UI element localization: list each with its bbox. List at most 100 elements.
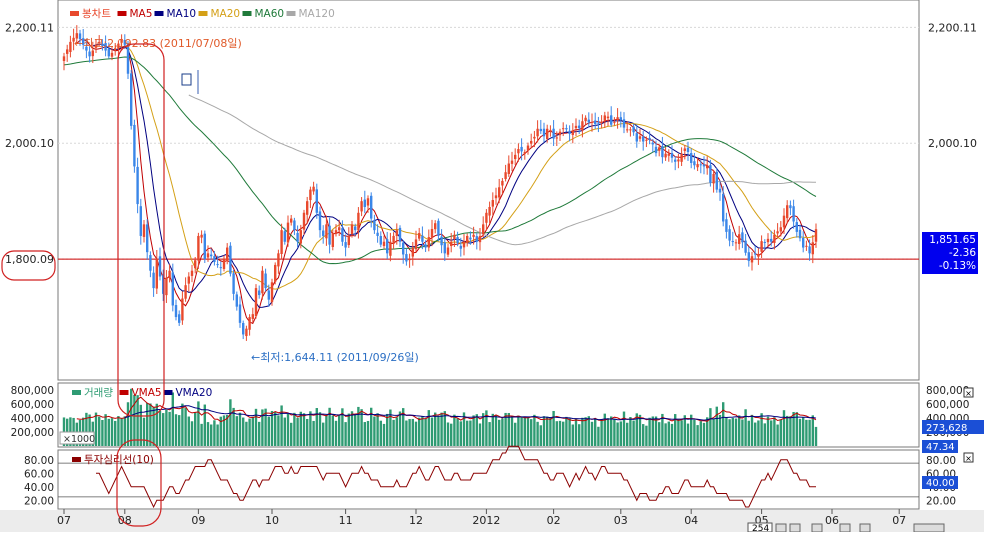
bottom-button-2[interactable]: [789, 523, 801, 533]
bottom-button-5[interactable]: [859, 523, 871, 533]
candle: [62, 52, 66, 71]
vma20-line: [124, 405, 817, 421]
candle: [658, 144, 661, 157]
candle: [190, 264, 194, 283]
candle: [382, 235, 386, 249]
volume-bar: [510, 416, 514, 446]
legend-item[interactable]: 거래량: [72, 387, 113, 399]
candle: [392, 232, 395, 250]
volume-bar: [709, 408, 712, 446]
candle: [584, 115, 587, 125]
candle: [245, 325, 248, 341]
candle: [738, 225, 741, 250]
candle: [213, 251, 216, 266]
volume-bar: [472, 415, 475, 446]
volume-bar: [504, 412, 507, 446]
volume-bar: [382, 423, 386, 446]
candle: [763, 239, 766, 251]
volume-bar: [306, 418, 309, 446]
price-panel[interactable]: [57, 0, 920, 381]
candle: [254, 284, 258, 319]
highlight-august-psy: [116, 439, 162, 527]
candle: [450, 232, 453, 253]
legend-swatch: [198, 11, 208, 16]
candle: [667, 149, 670, 162]
volume-bar: [322, 422, 325, 446]
volume-bar: [722, 402, 725, 446]
bottom-button-6[interactable]: [913, 523, 945, 533]
volume-bar: [136, 395, 139, 446]
volume-bar: [683, 415, 686, 446]
legend-item[interactable]: VMA20: [163, 387, 213, 399]
legend-item[interactable]: MA10: [154, 8, 197, 20]
candle: [72, 28, 75, 51]
candle: [811, 235, 814, 264]
volume-bar: [686, 423, 690, 446]
candle: [302, 209, 306, 236]
volume-bar: [270, 410, 274, 446]
legend-item[interactable]: MA120: [286, 8, 335, 20]
legend-main: 봉차트 MA5 MA10 MA20 MA60 MA120: [70, 8, 335, 20]
psy-close-button[interactable]: ×: [963, 452, 974, 463]
candle: [248, 314, 251, 336]
candle: [306, 196, 309, 224]
psy-panel[interactable]: [57, 449, 920, 510]
volume-bar: [725, 417, 728, 446]
candle: [389, 232, 392, 262]
bottom-button-4[interactable]: [839, 523, 851, 533]
volume-bar: [498, 419, 501, 446]
volume-bar: [325, 415, 328, 446]
candle: [568, 125, 571, 142]
x-tick-label: 02: [547, 514, 561, 527]
legend-item[interactable]: 투자심리선(10): [72, 454, 154, 466]
candle: [686, 141, 690, 162]
candle: [110, 45, 114, 61]
volume-bar: [347, 413, 350, 446]
time-axis-bar: [0, 510, 984, 532]
volume-bar: [117, 416, 120, 446]
volume-bar: [357, 406, 360, 446]
bottom-button-3[interactable]: [811, 523, 823, 533]
candle: [802, 231, 805, 253]
legend-item[interactable]: MA60: [242, 8, 285, 20]
candle: [338, 219, 341, 236]
candle: [414, 230, 418, 253]
volume-bar: [814, 426, 818, 446]
volume-bar: [664, 423, 667, 446]
volume-bar: [88, 414, 91, 446]
volume-bar: [354, 414, 357, 446]
legend-item[interactable]: 봉차트: [70, 8, 111, 20]
volume-bar: [120, 418, 123, 446]
volume-bar: [466, 420, 469, 446]
volume-bar: [494, 415, 498, 446]
volume-bar: [286, 413, 290, 446]
candle: [216, 255, 219, 268]
volume-bar: [373, 416, 376, 446]
volume-bar: [459, 421, 462, 446]
bottom-button-1[interactable]: [775, 523, 787, 533]
candle: [552, 120, 555, 146]
legend-label: MA120: [299, 8, 335, 20]
volume-bar: [213, 420, 216, 446]
legend-label: MA20: [211, 8, 241, 20]
volume-bar: [776, 424, 779, 446]
candle: [635, 124, 638, 148]
volume-bar: [690, 414, 693, 446]
volume-bar: [315, 408, 318, 446]
legend-item[interactable]: MA20: [198, 8, 241, 20]
volume-bar: [485, 410, 488, 446]
volume-bar: [795, 412, 798, 446]
candle: [331, 229, 334, 251]
candle: [293, 217, 296, 236]
candle: [88, 46, 91, 63]
volume-bar: [424, 418, 427, 446]
volume-close-button[interactable]: ×: [963, 387, 974, 398]
volume-bar: [750, 414, 754, 446]
legend-item[interactable]: MA5: [117, 8, 153, 20]
y-tick-right: 2,200.11: [928, 21, 977, 34]
volume-bar: [171, 392, 174, 446]
candle: [146, 219, 149, 260]
legend-item[interactable]: VMA5: [119, 387, 162, 399]
candle: [533, 130, 536, 148]
